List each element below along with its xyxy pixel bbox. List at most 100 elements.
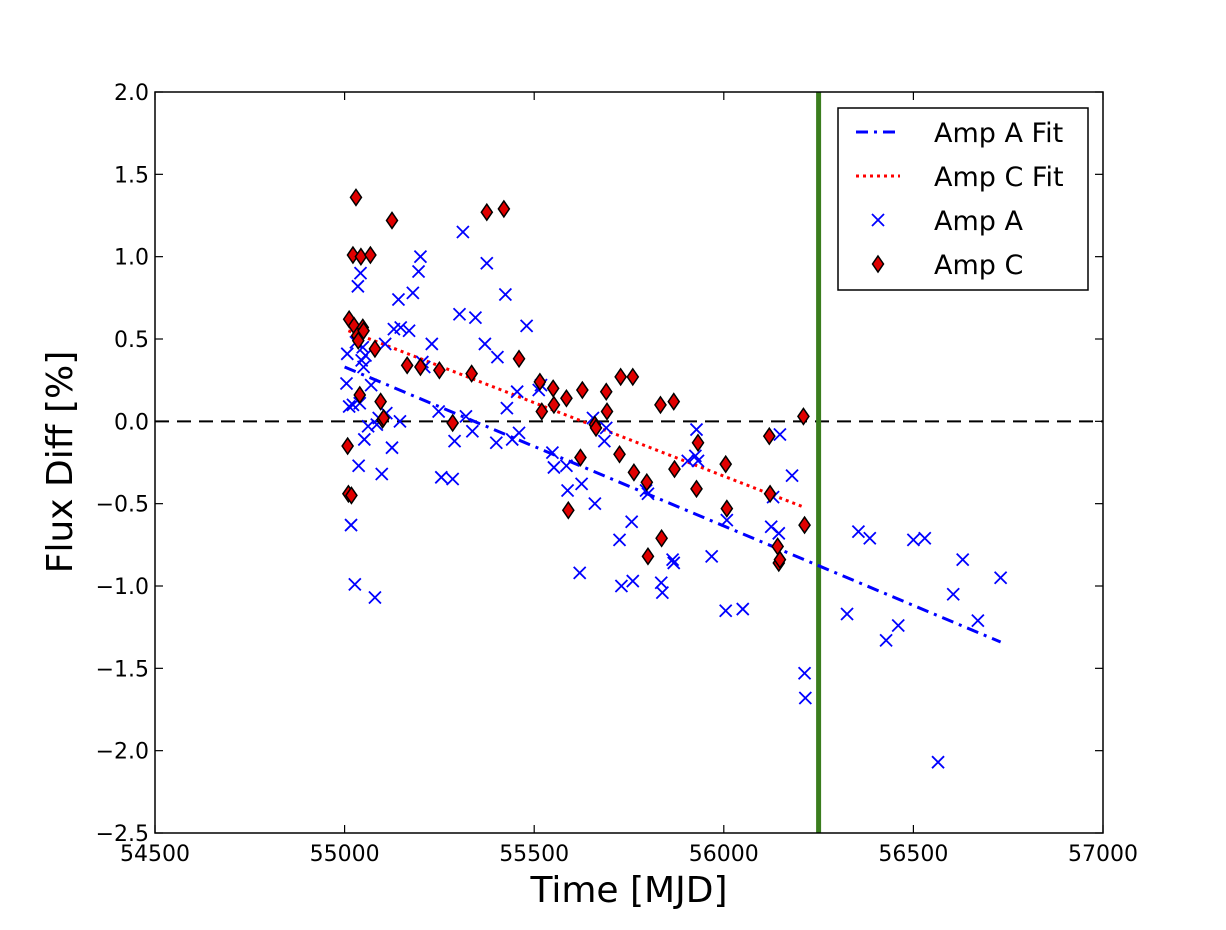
amp-c-point [546, 379, 560, 398]
y-tick-label: −2.0 [96, 740, 149, 765]
amp-c-point [533, 372, 547, 392]
amp-a-point [478, 337, 492, 351]
amp-c-point [654, 395, 667, 415]
y-tick-label: −1.5 [96, 657, 149, 682]
amp-c-point [400, 356, 414, 375]
amp-a-point [655, 585, 670, 600]
legend-item-amp-a-fit: Amp A Fit [856, 118, 1063, 149]
amp-c-point [797, 407, 810, 426]
amp-c-point [627, 463, 641, 482]
amp-c-point [351, 331, 365, 350]
amp-c-point [641, 547, 655, 566]
amp-c-point [432, 360, 446, 380]
y-tick-label: 0.0 [114, 410, 149, 435]
amp-c-point [345, 486, 358, 505]
amp-a-point [559, 459, 574, 473]
amp-a-point [344, 518, 358, 532]
y-tick-label: 1.0 [114, 246, 149, 271]
amp-a-point [500, 401, 514, 415]
amp-a-point [946, 587, 960, 601]
amp-a-point [705, 549, 719, 563]
amp-a-point [498, 287, 513, 302]
amp-a-point [340, 347, 354, 361]
amp-a-point [971, 613, 985, 628]
amp-a-point [411, 264, 426, 279]
amp-c-point [719, 454, 733, 474]
amp-a-point [446, 472, 460, 486]
amp-a-point [519, 319, 534, 333]
amp-c-point [575, 380, 589, 400]
legend-label: Amp A Fit [934, 118, 1063, 149]
amp-c-point [512, 349, 526, 369]
amp-a-point [879, 633, 893, 647]
amp-c-points [341, 188, 811, 573]
amp-a-point [851, 525, 866, 539]
amp-a-point [368, 590, 382, 605]
amp-c-point [771, 537, 785, 556]
legend-label: Amp A [934, 206, 1023, 237]
amp-a-point [993, 571, 1008, 585]
amp-a-point [351, 459, 366, 473]
amp-a-point [918, 531, 932, 545]
x-tick-label: 57000 [1068, 842, 1138, 867]
amp-a-point [547, 460, 561, 475]
amp-a-point [489, 436, 503, 450]
amp-a-fit-line [344, 365, 1002, 644]
amp-a-point [364, 378, 378, 392]
amp-a-point [956, 553, 970, 567]
amp-c-point [762, 426, 776, 446]
amp-a-point [452, 307, 467, 321]
amp-a-point [490, 350, 505, 364]
amp-c-point [626, 367, 640, 387]
amp-a-point [612, 533, 627, 547]
y-tick-label: −2.5 [96, 822, 149, 847]
amp-c-point [446, 413, 460, 433]
amp-c-point [349, 188, 363, 207]
amp-c-point [589, 418, 603, 438]
amp-a-point [353, 266, 368, 280]
amp-a-points [339, 225, 1008, 769]
amp-c-point [497, 199, 511, 219]
y-tick-label: 2.0 [114, 81, 149, 106]
amp-c-point [368, 339, 382, 359]
amp-c-point [773, 550, 787, 569]
amp-a-point [375, 467, 389, 481]
amp-a-point [689, 422, 704, 437]
amp-c-point [600, 402, 614, 421]
amp-c-point [377, 408, 391, 428]
amp-a-point [465, 424, 480, 438]
amp-a-point [348, 577, 362, 591]
amp-c-point [363, 245, 377, 265]
x-tick-label: 56500 [878, 842, 948, 867]
amp-a-point [614, 579, 629, 593]
amp-a-point [863, 531, 877, 545]
amp-a-point [339, 376, 354, 391]
amp-a-point [512, 426, 526, 440]
legend-swatch [871, 254, 885, 274]
amp-c-point [599, 382, 613, 402]
amp-a-point [394, 320, 408, 335]
amp-c-point [561, 500, 575, 520]
amp-a-point [358, 348, 373, 363]
amp-a-point [480, 256, 494, 270]
amp-a-point [798, 691, 812, 705]
amp-a-point [665, 553, 680, 567]
amp-c-point [535, 402, 549, 421]
legend-label: Amp C Fit [934, 162, 1064, 193]
amp-a-point [378, 337, 392, 351]
amp-a-point [545, 445, 560, 460]
amp-a-point [574, 477, 589, 491]
amp-a-point [447, 434, 462, 448]
amp-a-point [588, 497, 602, 511]
amp-a-point [361, 419, 375, 433]
amp-a-point [736, 602, 750, 616]
amp-a-point [720, 513, 734, 527]
amp-c-point [668, 459, 681, 479]
amp-a-point [402, 324, 416, 338]
amp-c-point [414, 357, 427, 377]
amp-c-point [763, 484, 777, 504]
amp-a-point [772, 526, 786, 540]
amp-c-point [614, 367, 628, 387]
